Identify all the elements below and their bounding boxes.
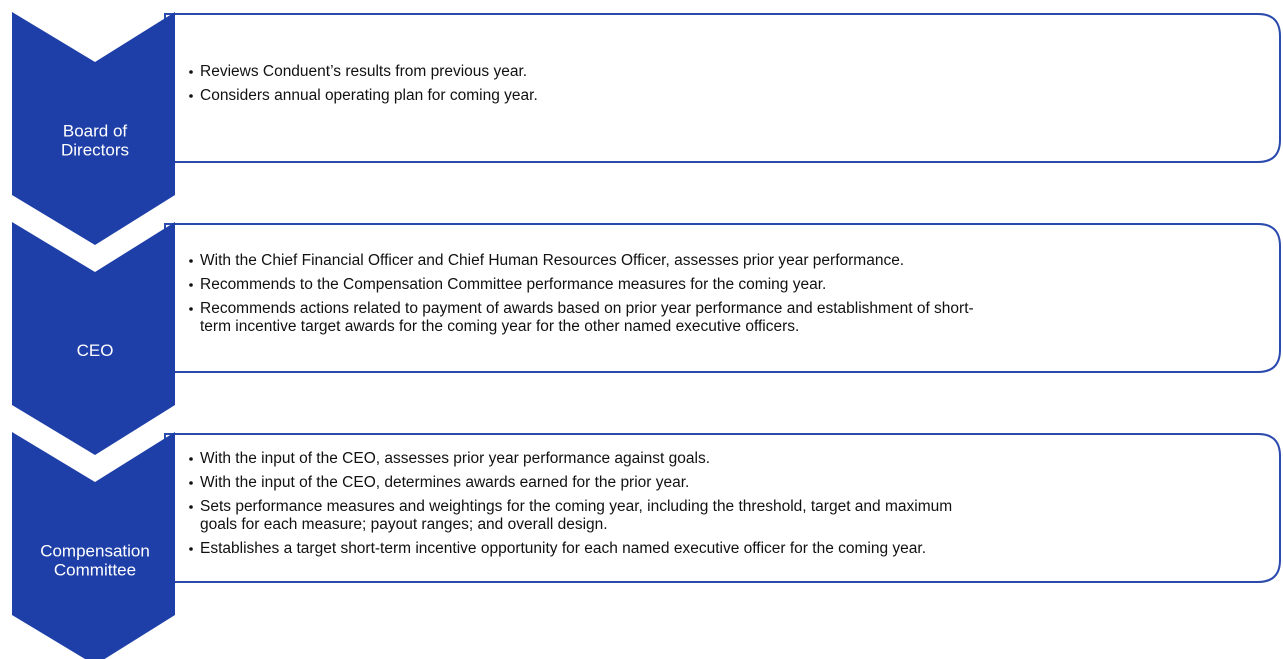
chevron bbox=[12, 12, 175, 245]
bullet-dot bbox=[189, 259, 193, 263]
step-box bbox=[164, 223, 1281, 373]
step-label: Compensation bbox=[40, 541, 150, 560]
chevron bbox=[12, 432, 175, 659]
bullet-text: Reviews Conduent’s results from previous… bbox=[200, 63, 527, 80]
bullet-dot bbox=[189, 505, 193, 509]
bullet-text: term incentive target awards for the com… bbox=[200, 318, 799, 335]
bullet-dot bbox=[189, 547, 193, 551]
bullet-text: With the input of the CEO, determines aw… bbox=[200, 474, 689, 491]
bullet-text: Sets performance measures and weightings… bbox=[200, 498, 952, 515]
step-box bbox=[164, 13, 1281, 163]
step-box bbox=[164, 433, 1281, 583]
bullet-text: Establishes a target short-term incentiv… bbox=[200, 540, 926, 557]
step-label: Committee bbox=[54, 560, 136, 579]
step-label: Board of bbox=[63, 121, 128, 140]
chevron bbox=[12, 222, 175, 455]
step-label: Directors bbox=[61, 140, 129, 159]
bullet-dot bbox=[189, 457, 193, 461]
bullet-text: With the input of the CEO, assesses prio… bbox=[200, 450, 710, 467]
bullet-dot bbox=[189, 94, 193, 98]
bullet-text: Recommends to the Compensation Committee… bbox=[200, 276, 826, 293]
bullet-text: goals for each measure; payout ranges; a… bbox=[200, 516, 608, 533]
step-label: CEO bbox=[77, 341, 114, 360]
bullet-text: Recommends actions related to payment of… bbox=[200, 300, 974, 317]
bullet-dot bbox=[189, 307, 193, 311]
bullet-text: Considers annual operating plan for comi… bbox=[200, 87, 538, 104]
bullet-dot bbox=[189, 283, 193, 287]
bullet-text: With the Chief Financial Officer and Chi… bbox=[200, 252, 904, 269]
bullet-dot bbox=[189, 481, 193, 485]
bullet-dot bbox=[189, 70, 193, 74]
